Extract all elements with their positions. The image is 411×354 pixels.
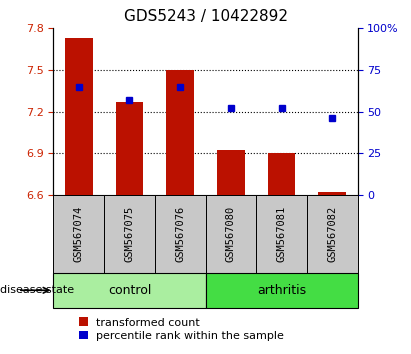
Text: GSM567076: GSM567076 xyxy=(175,206,185,262)
Bar xyxy=(268,153,296,195)
FancyBboxPatch shape xyxy=(256,195,307,273)
FancyBboxPatch shape xyxy=(104,195,155,273)
Text: GSM567082: GSM567082 xyxy=(327,206,337,262)
Title: GDS5243 / 10422892: GDS5243 / 10422892 xyxy=(123,9,288,24)
Bar xyxy=(65,38,93,195)
Text: GSM567074: GSM567074 xyxy=(74,206,84,262)
Text: GSM567075: GSM567075 xyxy=(125,206,134,262)
Bar xyxy=(166,70,194,195)
Text: GSM567081: GSM567081 xyxy=(277,206,286,262)
FancyBboxPatch shape xyxy=(206,273,358,308)
Text: arthritis: arthritis xyxy=(257,284,306,297)
Bar xyxy=(115,102,143,195)
FancyBboxPatch shape xyxy=(206,195,256,273)
FancyBboxPatch shape xyxy=(53,195,104,273)
Text: disease state: disease state xyxy=(0,285,74,295)
Text: GSM567080: GSM567080 xyxy=(226,206,236,262)
FancyBboxPatch shape xyxy=(53,273,206,308)
Text: control: control xyxy=(108,284,151,297)
Bar xyxy=(318,192,346,195)
FancyBboxPatch shape xyxy=(307,195,358,273)
FancyBboxPatch shape xyxy=(155,195,206,273)
Legend: transformed count, percentile rank within the sample: transformed count, percentile rank withi… xyxy=(74,313,289,346)
Bar xyxy=(217,150,245,195)
